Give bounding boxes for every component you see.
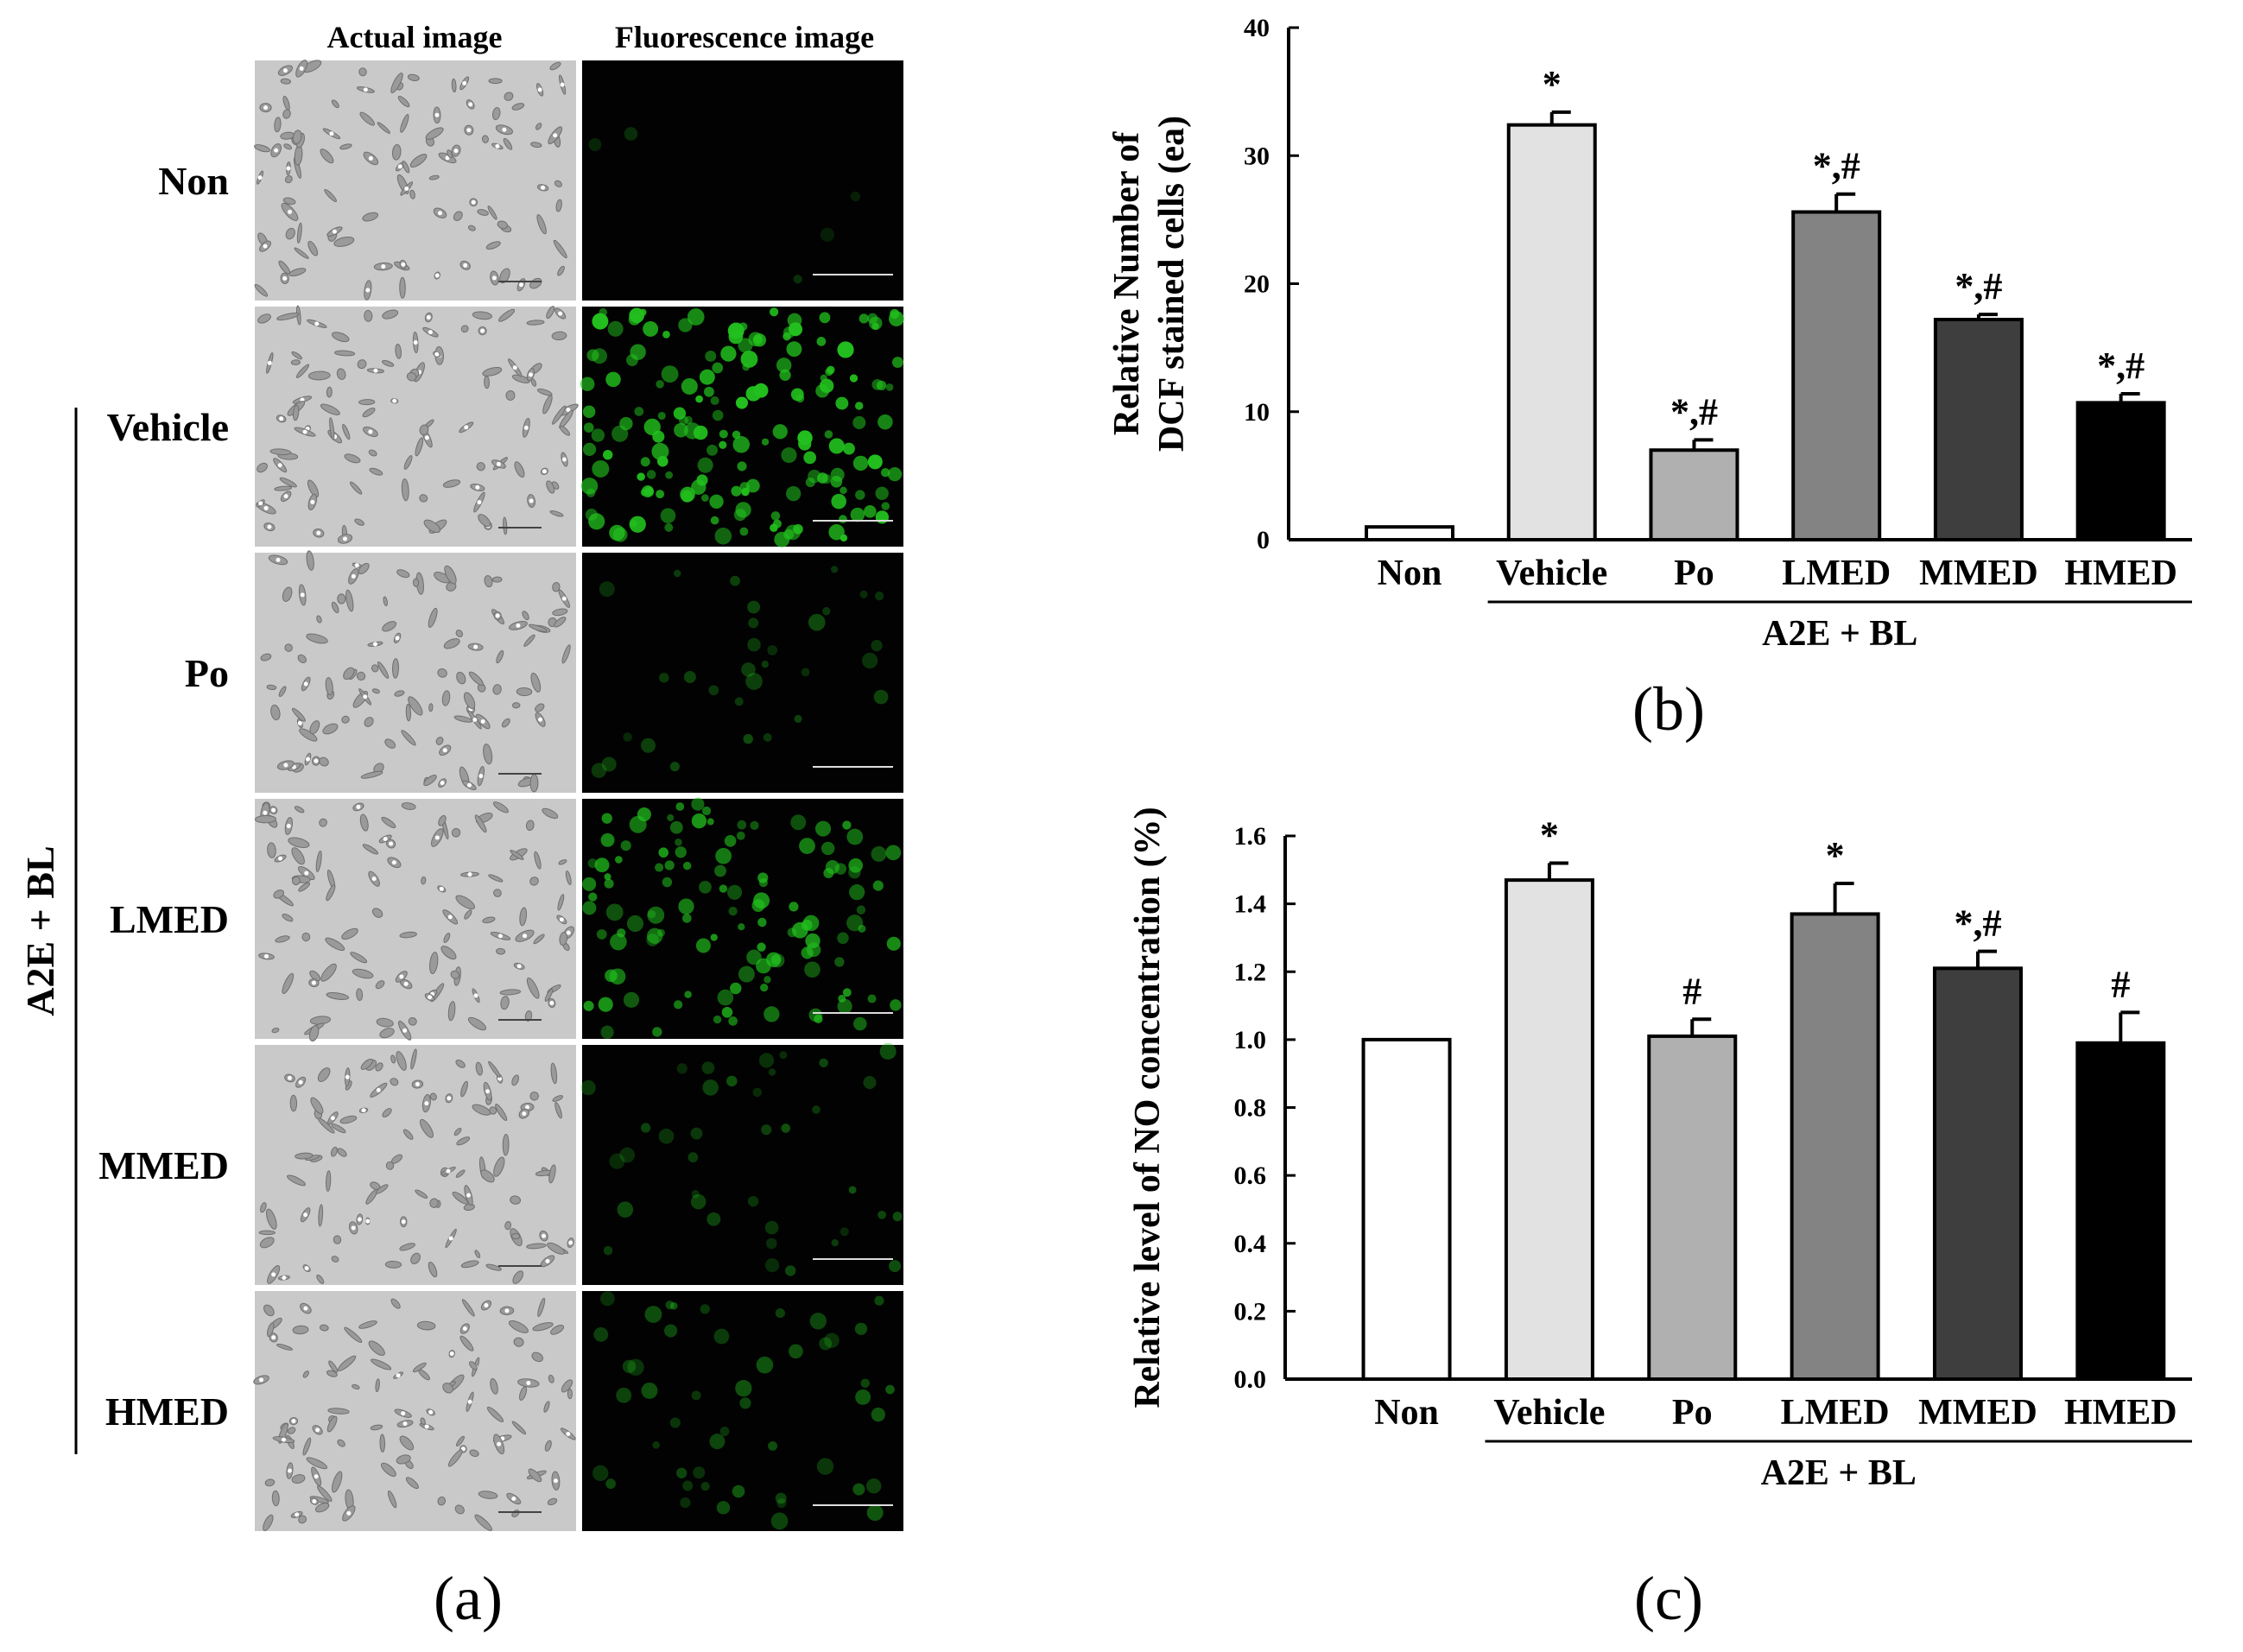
col-header-actual: Actual image bbox=[327, 20, 503, 54]
fluorescence-image bbox=[582, 60, 903, 301]
x-category-label: Po bbox=[1672, 1393, 1713, 1433]
y-tick-label: 0.6 bbox=[1234, 1161, 1267, 1190]
panel-letter: (b) bbox=[1632, 674, 1705, 744]
y-axis-label: Relative level of NO concentration (%) bbox=[1128, 807, 1168, 1408]
y-tick-label: 1.4 bbox=[1234, 890, 1267, 919]
bar-lmed bbox=[1791, 210, 1882, 541]
panel-a-micrographs: Actual image Fluorescence image Non Vehic… bbox=[18, 20, 904, 1633]
y-tick-label: 40 bbox=[1244, 14, 1270, 42]
x-category-label: MMED bbox=[1918, 1393, 2037, 1433]
y-tick-label: 0.2 bbox=[1234, 1297, 1267, 1326]
x-category-label: LMED bbox=[1781, 1393, 1890, 1433]
col-header-fluorescence: Fluorescence image bbox=[615, 20, 874, 54]
significance-label: *,# bbox=[1813, 145, 1860, 187]
significance-label: *,# bbox=[1670, 390, 1718, 433]
micrograph-row-vehicle: Vehicle bbox=[107, 305, 904, 548]
y-tick-label: 1.0 bbox=[1234, 1026, 1267, 1054]
significance-label: # bbox=[2111, 963, 2130, 1005]
x-category-label: Non bbox=[1374, 1393, 1439, 1433]
y-tick-label: 10 bbox=[1244, 398, 1270, 427]
phase-contrast-image bbox=[254, 799, 576, 1042]
fluorescence-image bbox=[582, 553, 903, 793]
bar-non bbox=[1365, 525, 1455, 541]
bar-mmed bbox=[1932, 966, 2023, 1381]
bar-hmed bbox=[2075, 1041, 2166, 1382]
phase-contrast-image bbox=[255, 305, 579, 547]
fluorescence-image bbox=[582, 1291, 903, 1531]
fluorescence-image bbox=[580, 1042, 903, 1285]
significance-label: *,# bbox=[1954, 902, 2001, 945]
y-axis-label: Relative Number of DCF stained cells (ea) bbox=[1107, 116, 1192, 452]
y-axis-label-line: DCF stained cells (ea) bbox=[1152, 116, 1192, 452]
fluorescence-image bbox=[580, 307, 904, 548]
x-category-label: Non bbox=[1378, 554, 1442, 593]
row-label: Vehicle bbox=[107, 405, 229, 449]
row-label: Non bbox=[158, 159, 229, 203]
x-category-label: MMED bbox=[1919, 554, 2038, 593]
phase-contrast-image bbox=[254, 60, 576, 301]
phase-contrast-image bbox=[255, 550, 576, 793]
phase-contrast-image bbox=[255, 1045, 576, 1285]
x-category-label: Vehicle bbox=[1496, 554, 1607, 593]
panel-letter-a: (a) bbox=[434, 1564, 503, 1633]
x-category-label: LMED bbox=[1782, 554, 1891, 593]
bar-lmed bbox=[1790, 912, 1880, 1381]
significance-label: * bbox=[1540, 813, 1559, 856]
group-label-a2e-bl: A2E + BL bbox=[18, 845, 62, 1016]
significance-label: * bbox=[1543, 63, 1562, 105]
bar-non bbox=[1361, 1037, 1452, 1381]
bar-hmed bbox=[2075, 401, 2166, 541]
row-label: MMED bbox=[98, 1143, 229, 1187]
y-axis-label-line: Relative Number of bbox=[1107, 131, 1147, 435]
micrograph-row-po: Po bbox=[185, 550, 903, 793]
micrograph-row-hmed: HMED bbox=[105, 1291, 903, 1531]
group-label-a2e-bl: A2E + BL bbox=[1761, 1453, 1917, 1493]
bar-po bbox=[1649, 448, 1739, 541]
row-label: HMED bbox=[105, 1389, 229, 1434]
chart-b-dcf: 0 10 20 30 40 Non * Vehicle *,# Po *,# LMED *,# MMED *… bbox=[1107, 14, 2192, 744]
row-label: Po bbox=[185, 651, 229, 695]
bar-vehicle bbox=[1504, 878, 1594, 1381]
micrograph-row-mmed: MMED bbox=[98, 1042, 903, 1285]
y-tick-label: 1.2 bbox=[1234, 958, 1267, 986]
panel-letter: (c) bbox=[1634, 1564, 1703, 1633]
bar-po bbox=[1647, 1034, 1738, 1381]
y-tick-label: 20 bbox=[1244, 270, 1270, 299]
bar-mmed bbox=[1933, 318, 2024, 542]
significance-label: # bbox=[1682, 970, 1701, 1012]
significance-label: *,# bbox=[1955, 265, 2002, 307]
y-tick-label: 30 bbox=[1244, 142, 1270, 170]
y-tick-label: 0.0 bbox=[1234, 1365, 1267, 1394]
micrograph-row-lmed: LMED bbox=[110, 797, 903, 1042]
bar-vehicle bbox=[1506, 123, 1597, 541]
x-category-label: Po bbox=[1674, 554, 1714, 593]
micrograph-rows: Non Vehicle Po LMED MMED HMED bbox=[98, 60, 904, 1531]
x-category-label: HMED bbox=[2064, 554, 2177, 593]
y-tick-label: 1.6 bbox=[1234, 822, 1267, 851]
x-category-label: Vehicle bbox=[1493, 1393, 1605, 1433]
phase-contrast-image bbox=[253, 1291, 576, 1531]
fluorescence-image bbox=[582, 797, 903, 1039]
significance-label: * bbox=[1826, 834, 1845, 877]
micrograph-row-non: Non bbox=[158, 60, 903, 301]
x-category-label: HMED bbox=[2064, 1393, 2177, 1433]
y-tick-label: 0.8 bbox=[1234, 1094, 1267, 1123]
row-label: LMED bbox=[110, 897, 229, 941]
y-tick-label: 0.4 bbox=[1234, 1230, 1267, 1258]
significance-label: *,# bbox=[2097, 345, 2145, 387]
chart-c-no: 0.0 0.2 0.4 0.6 0.8 1.0 1.2 1.4 1.6 Non * Vehicle # P… bbox=[1128, 807, 2192, 1633]
group-label-a2e-bl: A2E + BL bbox=[1762, 614, 1917, 654]
y-tick-label: 0 bbox=[1257, 526, 1270, 554]
